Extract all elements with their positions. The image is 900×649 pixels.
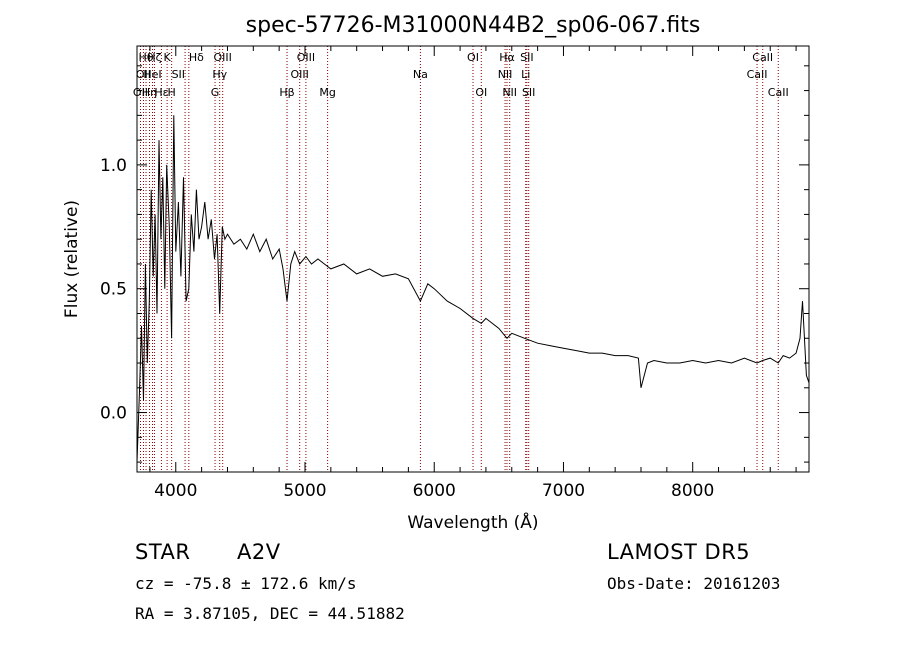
emission-line-labels: OIIOIIHθHηHeIHζHεKHSIIHδGHγOIIIHβOIIIOII… [133, 51, 789, 99]
survey-name: LAMOST DR5 [607, 540, 751, 564]
line-marker-label: H [167, 86, 175, 99]
spectrum-line [136, 115, 810, 463]
line-marker-label: SII [520, 51, 533, 64]
line-marker-label: Hε [154, 86, 168, 99]
x-tick-label: 5000 [283, 481, 326, 501]
y-tick-label: 1.0 [100, 156, 127, 176]
line-marker-label: SII [172, 68, 185, 81]
line-marker-label: Hδ [189, 51, 204, 64]
x-tick-label: 4000 [154, 481, 197, 501]
object-subclass: A2V [237, 540, 281, 564]
line-marker-label: NII [502, 86, 517, 99]
line-marker-label: CaII [768, 86, 789, 99]
plot-frame [136, 45, 810, 473]
x-axis: 4000 5000 6000 7000 8000 [149, 46, 797, 501]
line-marker-label: HeI [143, 68, 161, 81]
sky-coordinates: RA = 3.87105, DEC = 44.51882 [135, 604, 405, 623]
line-marker-label: Na [413, 68, 428, 81]
y-axis-label: Flux (relative) [62, 200, 82, 318]
line-marker-label: OI [475, 86, 487, 99]
line-marker-label: Hβ [279, 86, 294, 99]
line-marker-label: CaII [747, 68, 768, 81]
line-marker-label: G [211, 86, 220, 99]
object-class: STAR [135, 540, 191, 564]
line-marker-label: NII [498, 68, 513, 81]
line-marker-label: CaII [752, 51, 773, 64]
x-axis-label: Wavelength (Å) [407, 511, 538, 533]
line-marker-label: OIII [213, 51, 231, 64]
y-tick-label: 0.5 [100, 280, 127, 300]
line-marker-label: Hζ [147, 51, 161, 64]
line-marker-label: Hγ [212, 68, 227, 81]
x-tick-label: 8000 [671, 481, 714, 501]
line-marker-label: SII [522, 86, 535, 99]
chart-title: spec-57726-M31000N44B2_sp06-067.fits [246, 13, 701, 38]
redshift-velocity: cz = -75.8 ± 172.6 km/s [135, 574, 357, 593]
line-marker-label: Hα [499, 51, 515, 64]
x-tick-label: 7000 [542, 481, 585, 501]
emission-line-markers [139, 46, 779, 472]
x-tick-label: 6000 [413, 481, 456, 501]
line-marker-label: Mg [319, 86, 335, 99]
observation-date: Obs-Date: 20161203 [607, 574, 781, 593]
line-marker-label: Hθ [139, 51, 154, 64]
line-marker-label: OIII [291, 68, 309, 81]
line-marker-label: K [164, 51, 172, 64]
y-tick-label: 0.0 [100, 404, 127, 424]
y-axis: 0.0 0.5 1.0 [100, 65, 809, 463]
line-marker-label: Hη [142, 86, 157, 99]
line-marker-label: OII [136, 68, 151, 81]
line-marker-label: Li [521, 68, 530, 81]
line-marker-label: OI [467, 51, 479, 64]
line-marker-label: OIII [297, 51, 315, 64]
